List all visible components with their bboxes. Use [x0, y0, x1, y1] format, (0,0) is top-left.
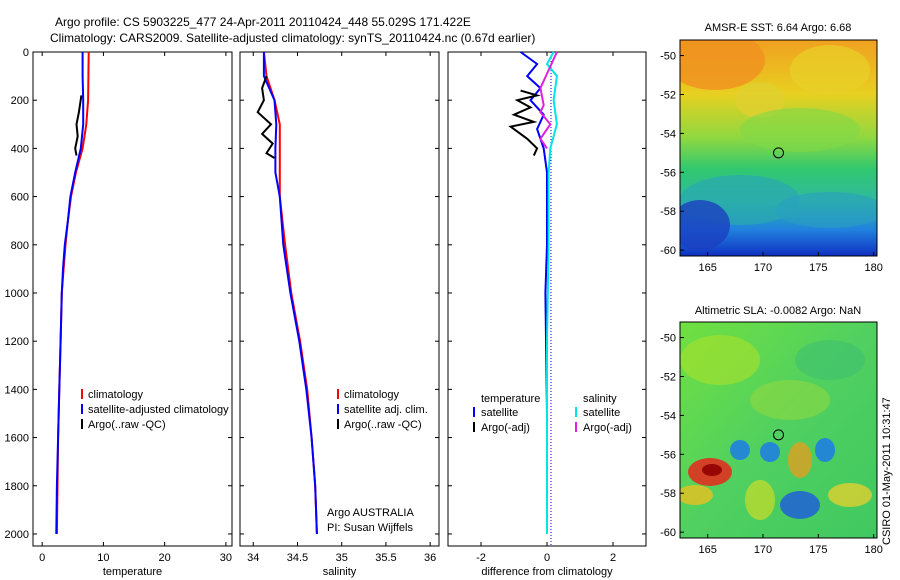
sla-map: Altimetric SLA: -0.0082 Argo: NaN 165 170…	[660, 305, 883, 556]
profile-panel-1: 0 200 400 600 800 1000 1200 1400 1600 1800 2000 0 10…	[5, 47, 233, 578]
map-x-tick-label: 170	[754, 544, 772, 556]
y-tick-label: 600	[11, 192, 29, 204]
x-tick-label: 36	[424, 552, 436, 564]
legend-heading: temperature	[481, 393, 540, 405]
credit-line1: Argo AUSTRALIA	[327, 507, 414, 519]
legend-label: Argo(-adj)	[481, 422, 530, 434]
x-axis-label: salinity	[323, 566, 357, 578]
side-timestamp: CSIRO 01-May-2011 10:31:47	[881, 397, 893, 545]
legend-label: Argo(..raw -QC)	[88, 419, 166, 431]
y-tick-label: 1600	[5, 433, 29, 445]
map-y-tick-label: -58	[660, 488, 676, 500]
x-tick-label: 35.5	[375, 552, 396, 564]
legend-label: satellite-adjusted climatology	[88, 404, 229, 416]
x-tick-label: 0	[544, 552, 550, 564]
legend: climatology satellite-adjusted climatolog…	[81, 389, 229, 431]
map-x-tick-label: 165	[698, 262, 716, 274]
series-line	[74, 95, 83, 156]
legend-label: Argo(-adj)	[583, 422, 632, 434]
series-line	[520, 51, 548, 534]
map-x-tick-label: 175	[809, 544, 827, 556]
sst-map: AMSR-E SST: 6.64 Argo: 6.68 165 170 175 180…	[660, 22, 883, 274]
map-y-tick-label: -60	[660, 527, 676, 539]
x-tick-label: 2	[610, 552, 616, 564]
map-x-tick-label: 175	[809, 262, 827, 274]
y-tick-label: 800	[11, 240, 29, 252]
legend-heading: salinity	[583, 393, 617, 405]
legend-label: climatology	[344, 389, 400, 401]
x-axis-label: difference from climatology	[481, 566, 613, 578]
map-y-tick-label: -56	[660, 167, 676, 179]
series-line	[256, 75, 276, 159]
map-y-tick-label: -54	[660, 410, 676, 422]
map-y-tick-label: -54	[660, 128, 676, 140]
y-tick-label: 1800	[5, 481, 29, 493]
map-y-tick-label: -60	[660, 245, 676, 257]
argo-location-marker	[773, 429, 784, 441]
legend: temperature salinity satellite satellite Arg…	[473, 393, 632, 434]
map-y-tick-label: -50	[660, 333, 676, 345]
profile-panel-3: -2 0 2 difference from climatology temperatu…	[447, 51, 647, 578]
map-y-tick-label: -58	[660, 206, 676, 218]
map-x-tick-label: 165	[698, 544, 716, 556]
x-tick-label: 35	[336, 552, 348, 564]
argo-location-marker	[773, 147, 784, 159]
map-x-tick-label: 180	[865, 262, 883, 274]
y-tick-label: 1000	[5, 288, 29, 300]
y-tick-label: 2000	[5, 529, 29, 541]
series-line	[545, 51, 558, 534]
y-tick-label: 400	[11, 143, 29, 155]
y-tick-label: 1400	[5, 384, 29, 396]
x-tick-label: 30	[220, 552, 232, 564]
map-x-tick-label: 170	[754, 262, 772, 274]
x-axis-label: temperature	[103, 566, 162, 578]
y-tick-label: 200	[11, 95, 29, 107]
x-tick-label: -2	[476, 552, 486, 564]
legend-label: satellite	[583, 407, 620, 419]
legend-label: satellite	[481, 407, 518, 419]
map-x-tick-label: 180	[865, 544, 883, 556]
x-tick-label: 20	[159, 552, 171, 564]
series-line	[55, 52, 85, 535]
sst-map-title: AMSR-E SST: 6.64 Argo: 6.68	[705, 22, 852, 34]
legend-label: satellite adj. clim.	[344, 404, 428, 416]
figure-title-line2: Climatology: CARS2009. Satellite-adjuste…	[50, 31, 535, 45]
profile-panel-2: 34 34.5 35 35.5 36 salinity climatology satelli…	[239, 51, 440, 578]
figure-title-line1: Argo profile: CS 5903225_477 24-Apr-2011…	[55, 15, 471, 29]
sla-map-title: Altimetric SLA: -0.0082 Argo: NaN	[695, 305, 861, 317]
plot-frame	[32, 51, 233, 547]
y-tick-label: 0	[23, 47, 29, 59]
series-line	[262, 52, 318, 535]
map-y-tick-label: -50	[660, 51, 676, 63]
legend-label: climatology	[88, 389, 144, 401]
x-tick-label: 34.5	[287, 552, 308, 564]
map-y-tick-label: -52	[660, 89, 676, 101]
legend-label: Argo(..raw -QC)	[344, 419, 422, 431]
series-line	[508, 89, 541, 157]
series-line	[539, 51, 558, 149]
x-tick-label: 10	[97, 552, 109, 564]
legend: climatology satellite adj. clim. Argo(..ra…	[337, 389, 428, 431]
x-tick-label: 0	[39, 552, 45, 564]
plot-frame	[239, 51, 440, 547]
map-y-tick-label: -56	[660, 449, 676, 461]
map-y-tick-label: -52	[660, 371, 676, 383]
y-tick-label: 1200	[5, 336, 29, 348]
x-tick-label: 34	[247, 552, 259, 564]
credit-line2: PI: Susan Wijffels	[327, 522, 413, 534]
